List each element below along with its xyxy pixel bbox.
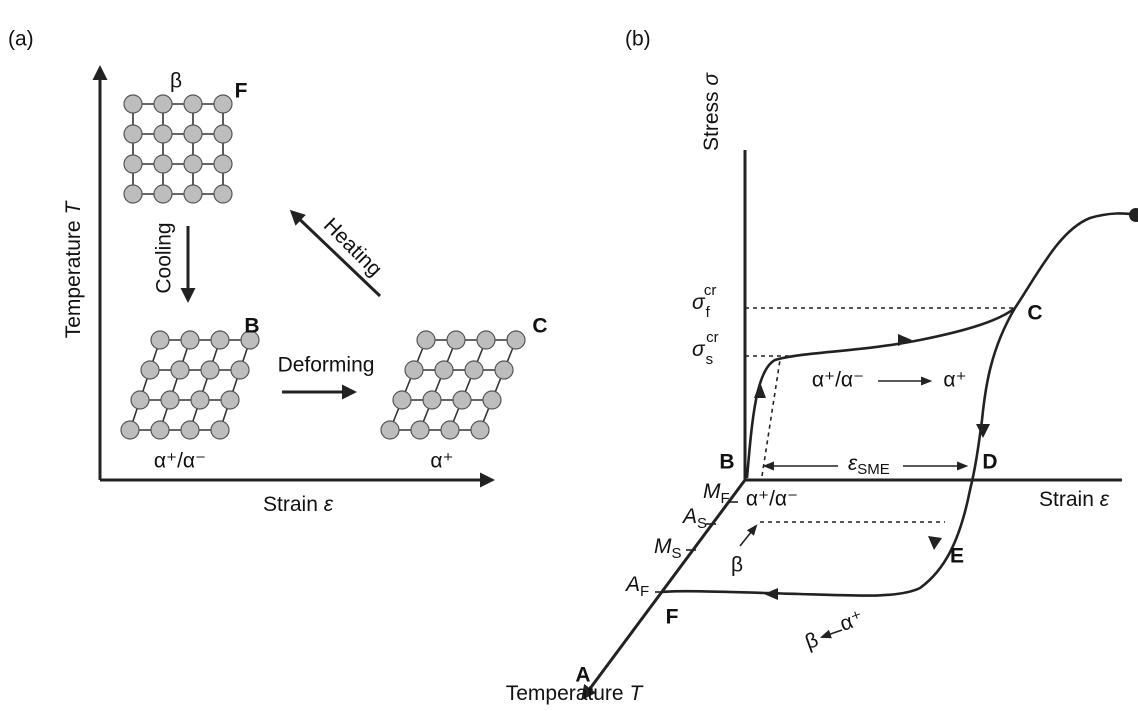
process-label: Cooling xyxy=(153,222,176,293)
atom xyxy=(151,331,169,349)
atom xyxy=(124,95,142,113)
x-axis-label: Strain ε xyxy=(263,493,334,516)
atom xyxy=(141,361,159,379)
atom xyxy=(221,391,239,409)
subscript: S xyxy=(672,545,682,562)
figure: (a) Temperature T Strain ε β F α⁺/α⁻ B α… xyxy=(0,0,1138,711)
phase-label: β xyxy=(731,554,743,577)
atom xyxy=(471,421,489,439)
label-text: Temperature xyxy=(62,215,85,339)
atom xyxy=(124,155,142,173)
atom xyxy=(154,185,172,203)
atom xyxy=(417,331,435,349)
point-label: E xyxy=(950,545,964,568)
atom xyxy=(121,421,139,439)
point-label: A xyxy=(575,664,590,687)
subscript: s xyxy=(706,351,714,368)
atom xyxy=(231,361,249,379)
atom xyxy=(214,95,232,113)
label-var: ε xyxy=(324,493,334,516)
atom xyxy=(214,125,232,143)
label-var: T xyxy=(629,682,644,705)
atom xyxy=(411,421,429,439)
atom xyxy=(161,391,179,409)
superscript: cr xyxy=(704,282,717,299)
atom xyxy=(465,361,483,379)
label-text: Strain xyxy=(263,493,324,516)
point-label: D xyxy=(982,451,997,474)
atom xyxy=(211,421,229,439)
atom xyxy=(201,361,219,379)
atom xyxy=(131,391,149,409)
atom xyxy=(184,95,202,113)
phase-label: β xyxy=(170,70,182,93)
phase-label: α⁺/α⁻ xyxy=(812,369,864,392)
phase-label: α⁺/α⁻ xyxy=(746,488,798,511)
panel-label: (b) xyxy=(625,28,651,51)
atom xyxy=(483,391,501,409)
process-label: Deforming xyxy=(278,354,375,377)
symbol: σ xyxy=(692,338,706,361)
panel-label: (a) xyxy=(8,28,34,51)
symbol: M xyxy=(703,480,721,503)
symbol: M xyxy=(654,535,672,558)
subscript: F xyxy=(640,583,649,600)
atom xyxy=(154,95,172,113)
y-axis-label: Temperature T xyxy=(62,200,85,339)
atom xyxy=(181,421,199,439)
atom xyxy=(184,185,202,203)
point-label: C xyxy=(532,315,547,338)
atom xyxy=(171,361,189,379)
atom xyxy=(191,391,209,409)
atom xyxy=(154,155,172,173)
point-label: B xyxy=(244,315,259,338)
atom xyxy=(211,331,229,349)
point-label: B xyxy=(719,451,734,474)
subscript: SME xyxy=(857,461,890,478)
atom xyxy=(124,125,142,143)
label-var: T xyxy=(62,200,85,215)
atom xyxy=(447,331,465,349)
atom xyxy=(124,185,142,203)
atom xyxy=(214,155,232,173)
point-label: C xyxy=(1027,302,1042,325)
atom xyxy=(151,421,169,439)
atom xyxy=(181,331,199,349)
atom xyxy=(507,331,525,349)
atom xyxy=(423,391,441,409)
atom xyxy=(393,391,411,409)
atom xyxy=(381,421,399,439)
symbol: A xyxy=(624,573,640,596)
atom xyxy=(441,421,459,439)
stress-axis-label: Stress σ xyxy=(700,72,723,151)
point-label: F xyxy=(666,606,679,629)
atom xyxy=(405,361,423,379)
label-var: σ xyxy=(700,72,723,86)
label-text: Strain xyxy=(1039,488,1100,511)
point-label: F xyxy=(235,80,248,103)
superscript: cr xyxy=(706,329,719,346)
label-var: ε xyxy=(1100,488,1110,511)
atom xyxy=(214,185,232,203)
subscript: S xyxy=(697,515,707,532)
atom xyxy=(184,155,202,173)
phase-label: α⁺ xyxy=(430,450,453,473)
symbol: A xyxy=(681,505,697,528)
atom xyxy=(184,125,202,143)
atom xyxy=(435,361,453,379)
atom xyxy=(453,391,471,409)
label-text: Temperature xyxy=(506,682,630,705)
strain-axis-label: Strain ε xyxy=(1039,488,1110,511)
phase-label: α⁺ xyxy=(943,369,966,392)
subscript: F xyxy=(721,490,730,507)
label-text: Stress xyxy=(700,86,723,151)
atom xyxy=(495,361,513,379)
phase-label: α⁺/α⁻ xyxy=(154,450,206,473)
atom xyxy=(477,331,495,349)
atom xyxy=(154,125,172,143)
